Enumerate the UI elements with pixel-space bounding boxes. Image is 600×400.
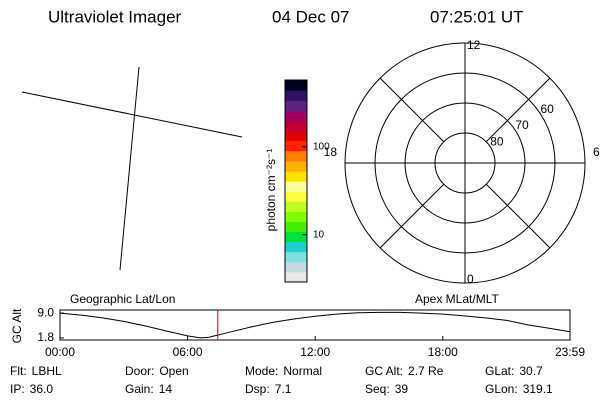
info-value: 7.1 [275,382,292,396]
panel-label: Apex MLat/MLT [415,292,499,306]
y-tick-label: 9.0 [37,305,54,319]
lat-label: 60 [541,102,555,116]
info-label: IP: [10,382,25,396]
colorbar-band [285,90,307,101]
time: 07:25:01 UT [430,7,524,26]
colorbar-band [285,170,307,182]
altitude-line [59,311,571,339]
colorbar-band [285,181,307,192]
info-value: 319.1 [523,382,553,396]
panel-label: Geographic Lat/Lon [70,292,175,306]
colorbar-band [285,261,307,273]
info-label: Dsp: [245,382,270,396]
info-label: GLat: [485,364,514,378]
colorbar-band [285,231,307,243]
info-value: 2.7 Re [408,364,444,378]
info-label: Mode: [245,364,278,378]
colorbar-band [285,150,307,162]
lat-label: 70 [515,118,529,132]
info-value: Normal [283,364,322,378]
colorbar-band [285,241,307,253]
y-tick-label: 1.8 [37,330,54,344]
colorbar-band [285,110,307,121]
colorbar-label: photon cm⁻²s⁻¹ [264,149,278,232]
date: 04 Dec 07 [272,7,350,26]
info-label: Door: [125,364,154,378]
info-value: LBHL [32,364,62,378]
info-value: 36.0 [30,382,54,396]
y-axis-label: GC Alt [10,308,24,343]
mlt-label: 6 [593,145,600,159]
meridian [485,183,551,249]
colorbar-tick-label: 10 [313,229,325,240]
meridian [379,183,445,249]
colorbar-band [285,211,307,222]
info-label: Gain: [125,382,154,396]
colorbar-band [285,221,307,232]
colorbar-band [285,100,307,111]
info-label: Seq: [365,382,390,396]
colorbar-band [285,201,307,212]
title: Ultraviolet Imager [48,7,182,26]
geo-line [21,91,243,138]
meridian [379,77,445,143]
meridian [485,77,551,143]
plot-frame [59,309,571,341]
x-tick-label: 18:00 [428,345,458,359]
colorbar-band [285,160,307,172]
geo-line [119,66,140,271]
info-value: 30.7 [519,364,543,378]
info-value: 14 [159,382,173,396]
colorbar-band [285,140,307,152]
x-tick-label: 00:00 [45,345,75,359]
mlt-label: 18 [324,145,338,159]
info-label: GLon: [485,382,518,396]
colorbar-band [285,271,307,283]
info-value: Open [159,364,188,378]
x-tick-label: 12:00 [300,345,330,359]
mlt-label: 12 [467,38,481,52]
x-tick-label: 23:59 [555,345,585,359]
x-tick-label: 06:00 [173,345,203,359]
colorbar-frame [284,79,308,283]
colorbar-band [285,191,307,202]
colorbar-band [285,130,307,142]
colorbar-band [285,80,307,91]
mlt-label: 0 [467,272,474,286]
colorbar-band [285,120,307,131]
info-label: Flt: [10,364,27,378]
info-value: 39 [395,382,409,396]
colorbar-tick-label: 100 [313,141,330,152]
lat-label: 80 [490,134,504,148]
info-label: GC Alt: [365,364,403,378]
colorbar-band [285,251,307,263]
